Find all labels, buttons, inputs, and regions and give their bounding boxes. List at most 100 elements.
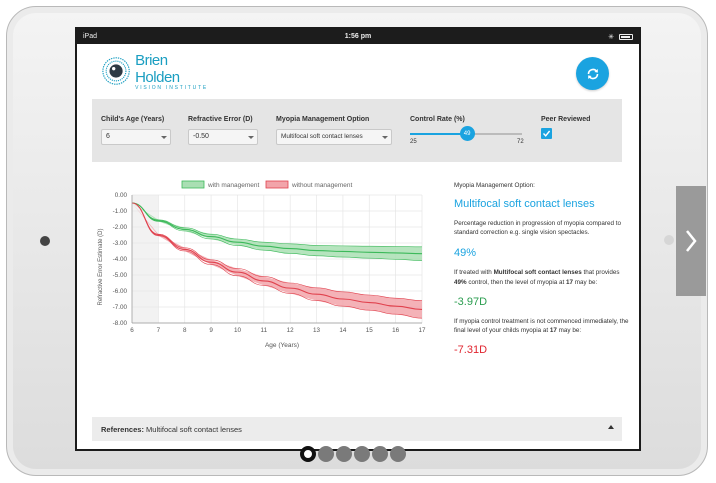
y-axis-title: Refractive Error Estimate (D) (98, 228, 104, 305)
x-tick-label: 12 (287, 327, 295, 334)
x-tick-label: 15 (366, 327, 374, 334)
treated-rate: 49% (454, 278, 467, 286)
references-text: Multifocal soft contact lenses (146, 425, 242, 434)
lower-line-without-management (131, 202, 423, 319)
slide-pager (300, 446, 406, 462)
pager-dot[interactable] (354, 446, 370, 462)
ipad-screen: iPad 1:56 pm ✳ Brien Holden VISION INSTI… (75, 27, 641, 451)
results-panel: Myopia Management Option: Multifocal sof… (454, 181, 629, 356)
chart-axes: 6 7 8 9 10 11 12 13 14 15 16 17 0.00 -1.00 -2.00 -3.00 -… (113, 192, 426, 334)
rate-slider-handle[interactable]: 49 (459, 126, 475, 141)
band-without-management (132, 203, 422, 319)
refresh-button[interactable] (576, 57, 609, 90)
device-label: iPad (83, 33, 98, 40)
next-slide-button[interactable] (676, 186, 706, 296)
brand-subtitle: VISION INSTITUTE (135, 84, 209, 91)
untreated-pre: If myopia control treatment is not comme… (454, 317, 629, 334)
treated-age: 17 (566, 278, 574, 286)
chevron-down-icon (248, 136, 254, 139)
untreated-age: 17 (549, 326, 557, 334)
age-select[interactable]: 6 (101, 129, 171, 145)
y-tick-label: -3.00 (113, 240, 128, 247)
check-icon (542, 130, 551, 137)
x-tick-label: 6 (130, 327, 134, 334)
rate-min: 25 (410, 139, 417, 145)
y-tick-label: -7.00 (113, 304, 128, 311)
peer-label: Peer Reviewed (541, 116, 591, 123)
legend-swatch-without-management (265, 180, 289, 189)
eye-logo-icon (102, 57, 130, 85)
pager-dot[interactable] (390, 446, 406, 462)
status-right: ✳ (608, 33, 633, 41)
x-tick-label: 10 (234, 327, 242, 334)
option-select[interactable]: Multifocal soft contact lenses (276, 129, 392, 145)
error-value: -0.50 (193, 133, 209, 140)
y-tick-label: -1.00 (113, 208, 128, 215)
treated-text: If treated with Multifocal soft contact … (454, 268, 629, 286)
x-tick-label: 7 (157, 327, 161, 334)
legend-label-with-management: with management (207, 182, 259, 189)
upper-line-with-management (131, 202, 423, 248)
rate-slider-fill (410, 133, 468, 135)
chevron-down-icon (161, 136, 167, 139)
untreated-post: may be: (556, 326, 582, 334)
x-axis-title: Age (Years) (265, 342, 299, 349)
chart-svg: 6 7 8 9 10 11 12 13 14 15 16 17 0.00 -1.00 -2.00 -3.00 -… (98, 180, 426, 349)
chart-legend: with management without management (181, 180, 353, 189)
y-tick-label: -5.00 (113, 272, 128, 279)
x-tick-label: 16 (392, 327, 400, 334)
chevron-up-icon (608, 425, 614, 429)
y-tick-label: -8.00 (113, 320, 128, 327)
chart-bands (131, 202, 423, 319)
battery-icon (619, 33, 633, 40)
brand-wordmark: Brien Holden VISION INSTITUTE (135, 52, 211, 91)
treated-mid2: control, then the level of myopia at (466, 278, 567, 286)
lower-line-with-management (131, 202, 423, 261)
option-label: Myopia Management Option (276, 116, 370, 123)
reduction-value: 49% (454, 247, 477, 260)
pager-dot[interactable] (318, 446, 334, 462)
x-tick-label: 8 (183, 327, 187, 334)
chevron-down-icon (382, 136, 388, 139)
pager-dot[interactable] (336, 446, 352, 462)
option-value: Multifocal soft contact lenses (281, 133, 363, 140)
rate-max: 72 (517, 139, 524, 145)
refresh-icon (587, 68, 598, 79)
untreated-text: If myopia control treatment is not comme… (454, 317, 629, 335)
references-bar[interactable]: References: Multifocal soft contact lens… (92, 417, 622, 441)
camera-dot (40, 236, 50, 246)
option-heading: Myopia Management Option: (454, 182, 535, 189)
legend-label-without-management: without management (291, 182, 353, 189)
pager-dot[interactable] (372, 446, 388, 462)
status-bar: iPad 1:56 pm ✳ (77, 29, 639, 44)
peer-reviewed-checkbox[interactable] (541, 128, 552, 139)
reduction-text: Percentage reduction in progression of m… (454, 220, 621, 237)
y-tick-label: -2.00 (113, 224, 128, 231)
option-name: Multifocal soft contact lenses (454, 198, 595, 211)
y-tick-label: 0.00 (115, 192, 128, 199)
series-line-with-management (131, 202, 423, 255)
y-tick-label: -4.00 (113, 256, 128, 263)
series-line-without-management (131, 202, 423, 310)
pager-dot[interactable] (300, 446, 316, 462)
brand-name: Brien Holden (135, 51, 180, 86)
x-tick-label: 13 (313, 327, 321, 334)
references-label: References: (101, 425, 144, 434)
age-label: Child's Age (Years) (101, 116, 165, 123)
upper-line-without-management (131, 202, 423, 301)
legend-swatch-with-management (181, 180, 205, 189)
treated-post: may be: (573, 278, 598, 286)
brand-logo: Brien Holden VISION INSTITUTE (101, 52, 211, 91)
untreated-value: -7.31D (454, 343, 488, 356)
error-select[interactable]: -0.50 (188, 129, 258, 145)
treated-pre: If treated with (454, 269, 494, 277)
refraction-chart: 6 7 8 9 10 11 12 13 14 15 16 17 0.00 -1.00 -2.00 -3.00 -… (92, 177, 437, 352)
x-tick-label: 9 (209, 327, 213, 334)
x-tick-label: 14 (339, 327, 347, 334)
x-tick-label: 17 (418, 327, 426, 334)
treated-mid: that provides (581, 269, 620, 277)
x-tick-label: 11 (261, 327, 268, 334)
rate-label: Control Rate (%) (410, 116, 465, 123)
chevron-right-icon (686, 230, 697, 252)
treated-option: Multifocal soft contact lenses (493, 269, 582, 277)
